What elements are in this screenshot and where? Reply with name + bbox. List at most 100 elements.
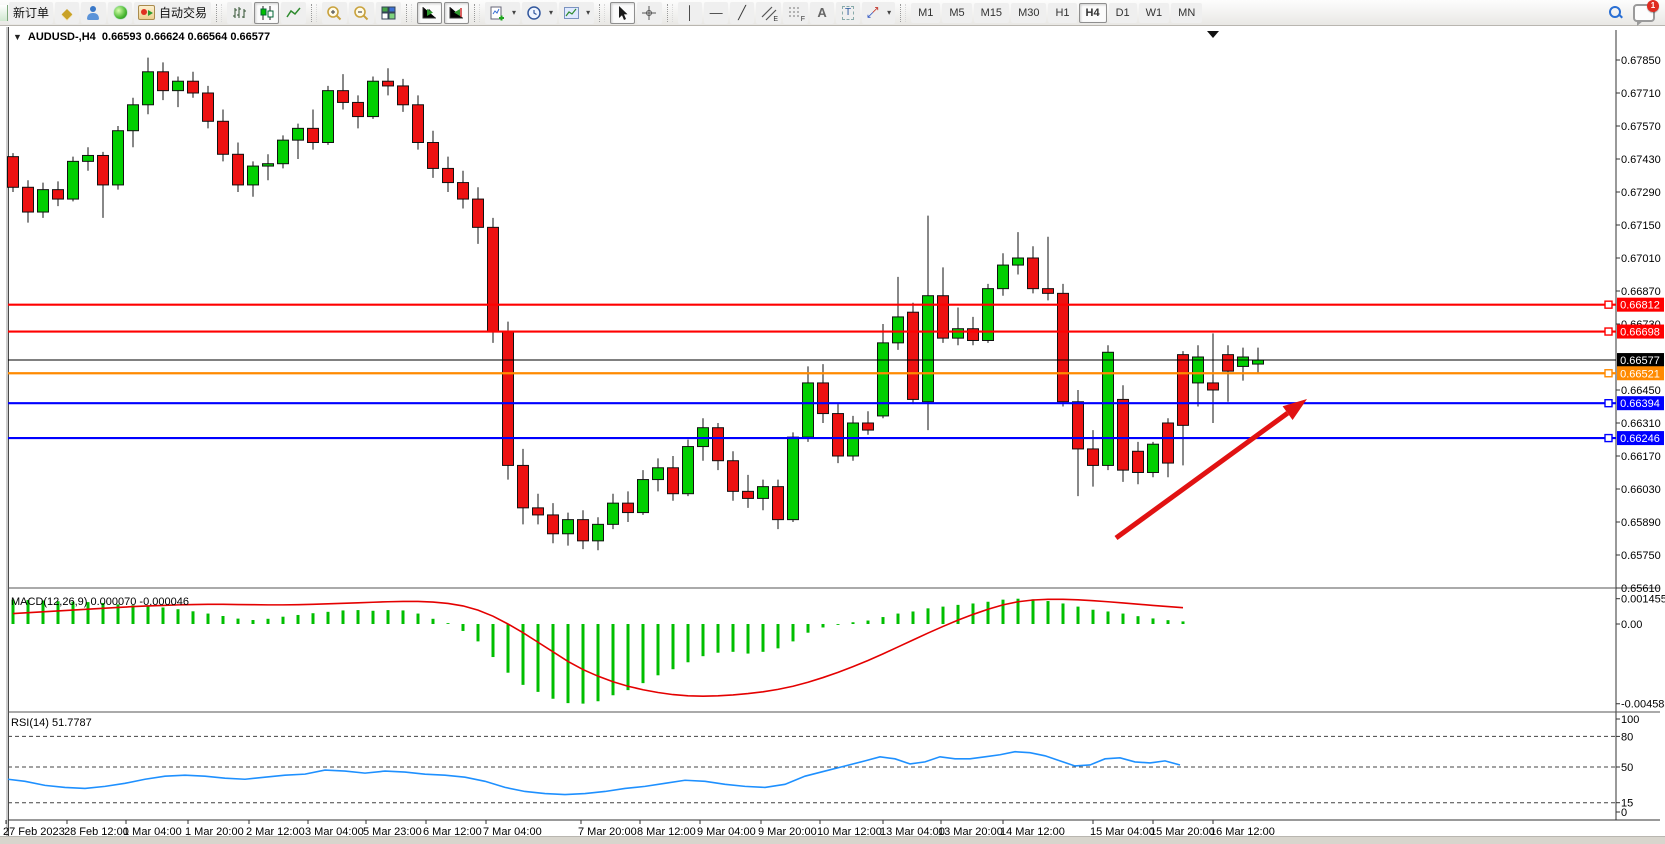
candle-body (907, 311, 919, 400)
text-label-tool-button[interactable]: T (836, 1, 861, 24)
time-tick-label[interactable]: 14 Mar 12:00 (1000, 826, 1065, 838)
timeframe-H4[interactable]: H4 (1078, 2, 1107, 23)
candle-body (637, 479, 649, 514)
person-icon (85, 5, 102, 21)
cursor-icon (619, 5, 628, 20)
candle-body (322, 90, 334, 143)
candle-body (487, 226, 499, 332)
timeframe-W1[interactable]: W1 (1138, 2, 1170, 23)
vertical-line-icon: │ (686, 5, 695, 20)
time-tick-label[interactable]: 1 Mar 20:00 (185, 826, 244, 838)
candle-body (217, 120, 229, 155)
candle-body (547, 514, 559, 535)
candle-body (607, 502, 619, 525)
trend-arrow-head[interactable] (1282, 399, 1307, 420)
new-order-label: 新订单 (13, 6, 50, 20)
chat-icon[interactable]: 1 (1633, 0, 1659, 26)
trend-arrow-line[interactable] (1114, 411, 1290, 541)
template-button[interactable]: ▾ (559, 1, 595, 24)
candle-body (382, 80, 394, 87)
channel-tool-button[interactable]: E (756, 1, 782, 24)
level-handle[interactable] (1604, 369, 1613, 378)
time-tick-label[interactable]: 5 Mar 23:00 (363, 826, 422, 838)
fibonacci-tool-button[interactable]: F (783, 1, 809, 24)
line-chart-mode-button[interactable] (281, 1, 307, 24)
one-click-trading-toggle[interactable]: ▼ (13, 32, 22, 42)
time-tick-label[interactable]: 16 Mar 12:00 (1210, 826, 1275, 838)
search-icon[interactable] (1608, 5, 1623, 20)
timeframe-H1[interactable]: H1 (1048, 2, 1077, 23)
candle-body (712, 427, 724, 462)
candle-body (37, 189, 49, 213)
level-handle[interactable] (1604, 327, 1613, 336)
toolbar-grip (599, 3, 606, 22)
time-tick-label[interactable]: 15 Mar 04:00 (1090, 826, 1155, 838)
time-tick-label[interactable]: 6 Mar 12:00 (423, 826, 482, 838)
period-button[interactable]: ▾ (522, 1, 558, 24)
timeframe-M15[interactable]: M15 (973, 2, 1010, 23)
time-tick-label[interactable]: 10 Mar 12:00 (817, 826, 882, 838)
candlestick-mode-button[interactable] (254, 1, 280, 24)
crosshair-tool-button[interactable] (637, 1, 663, 24)
zoom-in-button[interactable] (322, 1, 348, 24)
market-watch-button[interactable]: ◆ (55, 1, 80, 24)
price-tick-label: 0.66450 (1621, 385, 1661, 397)
auto-scroll-button[interactable] (417, 1, 443, 24)
price-tick-label: 0.66870 (1621, 286, 1661, 298)
candle-body (1102, 351, 1114, 466)
timeframe-M1[interactable]: M1 (911, 2, 941, 23)
candle-body (142, 71, 154, 106)
level-handle[interactable] (1604, 433, 1613, 443)
price-tag (1617, 396, 1664, 411)
toolbar-grip (311, 3, 318, 22)
time-tick-label[interactable]: 13 Mar 20:00 (938, 826, 1003, 838)
candle-body (1192, 356, 1204, 384)
candle-body (952, 328, 964, 339)
candle-body (472, 198, 484, 228)
accounts-button[interactable] (81, 1, 107, 24)
signals-button[interactable] (108, 1, 133, 24)
timeframe-D1[interactable]: D1 (1108, 2, 1137, 23)
new-chart-button[interactable]: ▾ (485, 1, 521, 24)
time-tick-label[interactable]: 1 Mar 04:00 (123, 826, 182, 838)
time-tick-label[interactable]: 27 Feb 2023 (3, 826, 65, 838)
price-tag (1617, 366, 1664, 381)
cursor-tool-button[interactable] (610, 1, 636, 24)
time-tick-label[interactable]: 13 Mar 04:00 (880, 826, 945, 838)
vertical-line-tool-button[interactable]: │ (678, 1, 703, 24)
time-tick-label[interactable]: 2 Mar 12:00 (246, 826, 305, 838)
chart-shift-button[interactable] (444, 1, 470, 24)
trendline-tool-button[interactable]: ╱ (730, 1, 755, 24)
time-tick-label[interactable]: 15 Mar 20:00 (1150, 826, 1215, 838)
time-tick-label[interactable]: 7 Mar 04:00 (483, 826, 542, 838)
tile-windows-button[interactable] (376, 1, 402, 24)
timeframe-M5[interactable]: M5 (942, 2, 972, 23)
arrows-icon: ↗ ↙ (866, 4, 880, 21)
candle-body (1207, 382, 1219, 391)
time-tick-label[interactable]: 8 Mar 12:00 (637, 826, 696, 838)
time-tick-label[interactable]: 9 Mar 04:00 (697, 826, 756, 838)
horizontal-line-tool-button[interactable]: — (704, 1, 729, 24)
text-tool-button[interactable]: A (810, 1, 835, 24)
time-tick-label[interactable]: 3 Mar 04:00 (305, 826, 364, 838)
candle-body (442, 167, 454, 184)
arrows-tool-button[interactable]: ↗ ↙ ▾ (862, 1, 896, 24)
chart-area[interactable]: 0.67850 0.67710 0.67570 0.67430 0.67290 0.671… (0, 26, 1665, 844)
chart-shift-marker (1207, 31, 1219, 38)
chart-svg: 0.67850 0.67710 0.67570 0.67430 0.67290 0.671… (3, 27, 1665, 838)
timeframe-MN[interactable]: MN (1171, 2, 1203, 23)
candle-body (622, 502, 634, 514)
bar-chart-mode-button[interactable] (227, 1, 253, 24)
time-tick-label[interactable]: 28 Feb 12:00 (64, 826, 129, 838)
price-tag (1617, 297, 1664, 312)
signal-icon (113, 6, 127, 19)
timeframe-M30[interactable]: M30 (1011, 2, 1047, 23)
time-tick-label[interactable]: 7 Mar 20:00 (578, 826, 637, 838)
new-order-button[interactable]: 新订单 (9, 1, 54, 24)
level-handle[interactable] (1604, 398, 1613, 408)
time-tick-label[interactable]: 9 Mar 20:00 (758, 826, 817, 838)
auto-trading-button[interactable]: 自动交易 (134, 1, 212, 24)
level-handle[interactable] (1604, 300, 1613, 309)
price-tag-label: 0.66577 (1620, 355, 1660, 367)
zoom-out-button[interactable] (349, 1, 375, 24)
